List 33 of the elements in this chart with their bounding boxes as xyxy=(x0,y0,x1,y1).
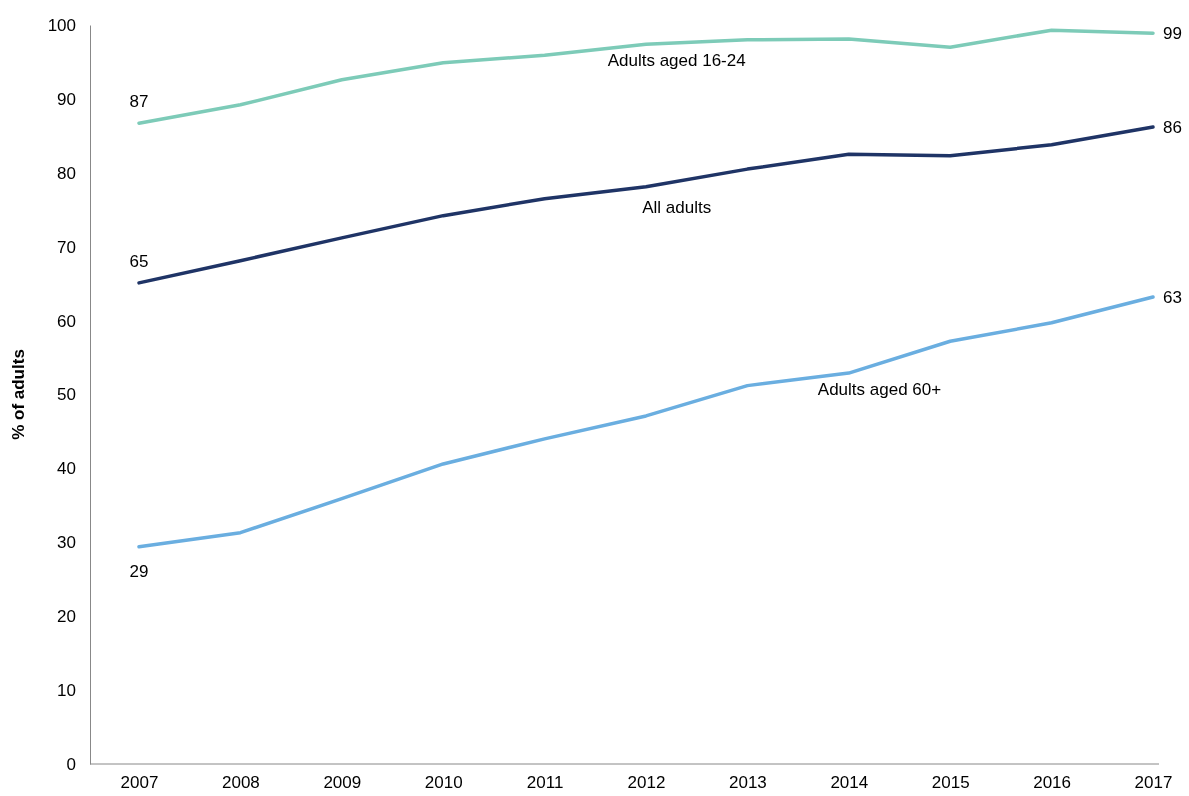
x-tick-label: 2016 xyxy=(1033,773,1072,793)
data-label: 99 xyxy=(1163,24,1182,44)
x-tick-label: 2011 xyxy=(526,773,564,793)
x-tick-label: 2015 xyxy=(931,773,970,793)
y-tick-label: 50 xyxy=(57,385,76,405)
y-tick-label: 70 xyxy=(57,237,76,257)
series-label: Adults aged 16-24 xyxy=(607,51,746,71)
x-tick-label: 2009 xyxy=(323,773,362,793)
y-tick-label: 60 xyxy=(57,311,76,331)
x-tick-label: 2017 xyxy=(1134,773,1173,793)
x-tick-label: 2008 xyxy=(221,773,260,793)
y-tick-label: 20 xyxy=(57,607,76,627)
y-tick-label: 0 xyxy=(66,754,76,774)
x-tick-label: 2013 xyxy=(728,773,767,793)
data-label: 86 xyxy=(1163,117,1182,137)
y-tick-label: 100 xyxy=(47,15,76,35)
x-tick-label: 2010 xyxy=(424,773,463,793)
x-tick-label: 2012 xyxy=(627,773,666,793)
data-label: 65 xyxy=(129,251,149,271)
series-label: Adults aged 60+ xyxy=(817,380,942,400)
y-axis-title: % of adults xyxy=(9,349,28,440)
y-tick-label: 30 xyxy=(57,533,76,553)
y-tick-label: 40 xyxy=(57,459,76,479)
line-series xyxy=(137,295,1155,549)
data-label: 29 xyxy=(129,561,149,581)
data-label: 63 xyxy=(1163,287,1182,307)
x-tick-label: 2007 xyxy=(120,773,159,793)
x-tick-label: 2014 xyxy=(830,773,869,793)
data-label: 87 xyxy=(129,92,149,112)
y-tick-label: 10 xyxy=(57,681,76,701)
y-tick-label: 80 xyxy=(57,163,76,183)
y-tick-label: 90 xyxy=(57,89,76,109)
series-label: All adults xyxy=(642,197,712,217)
